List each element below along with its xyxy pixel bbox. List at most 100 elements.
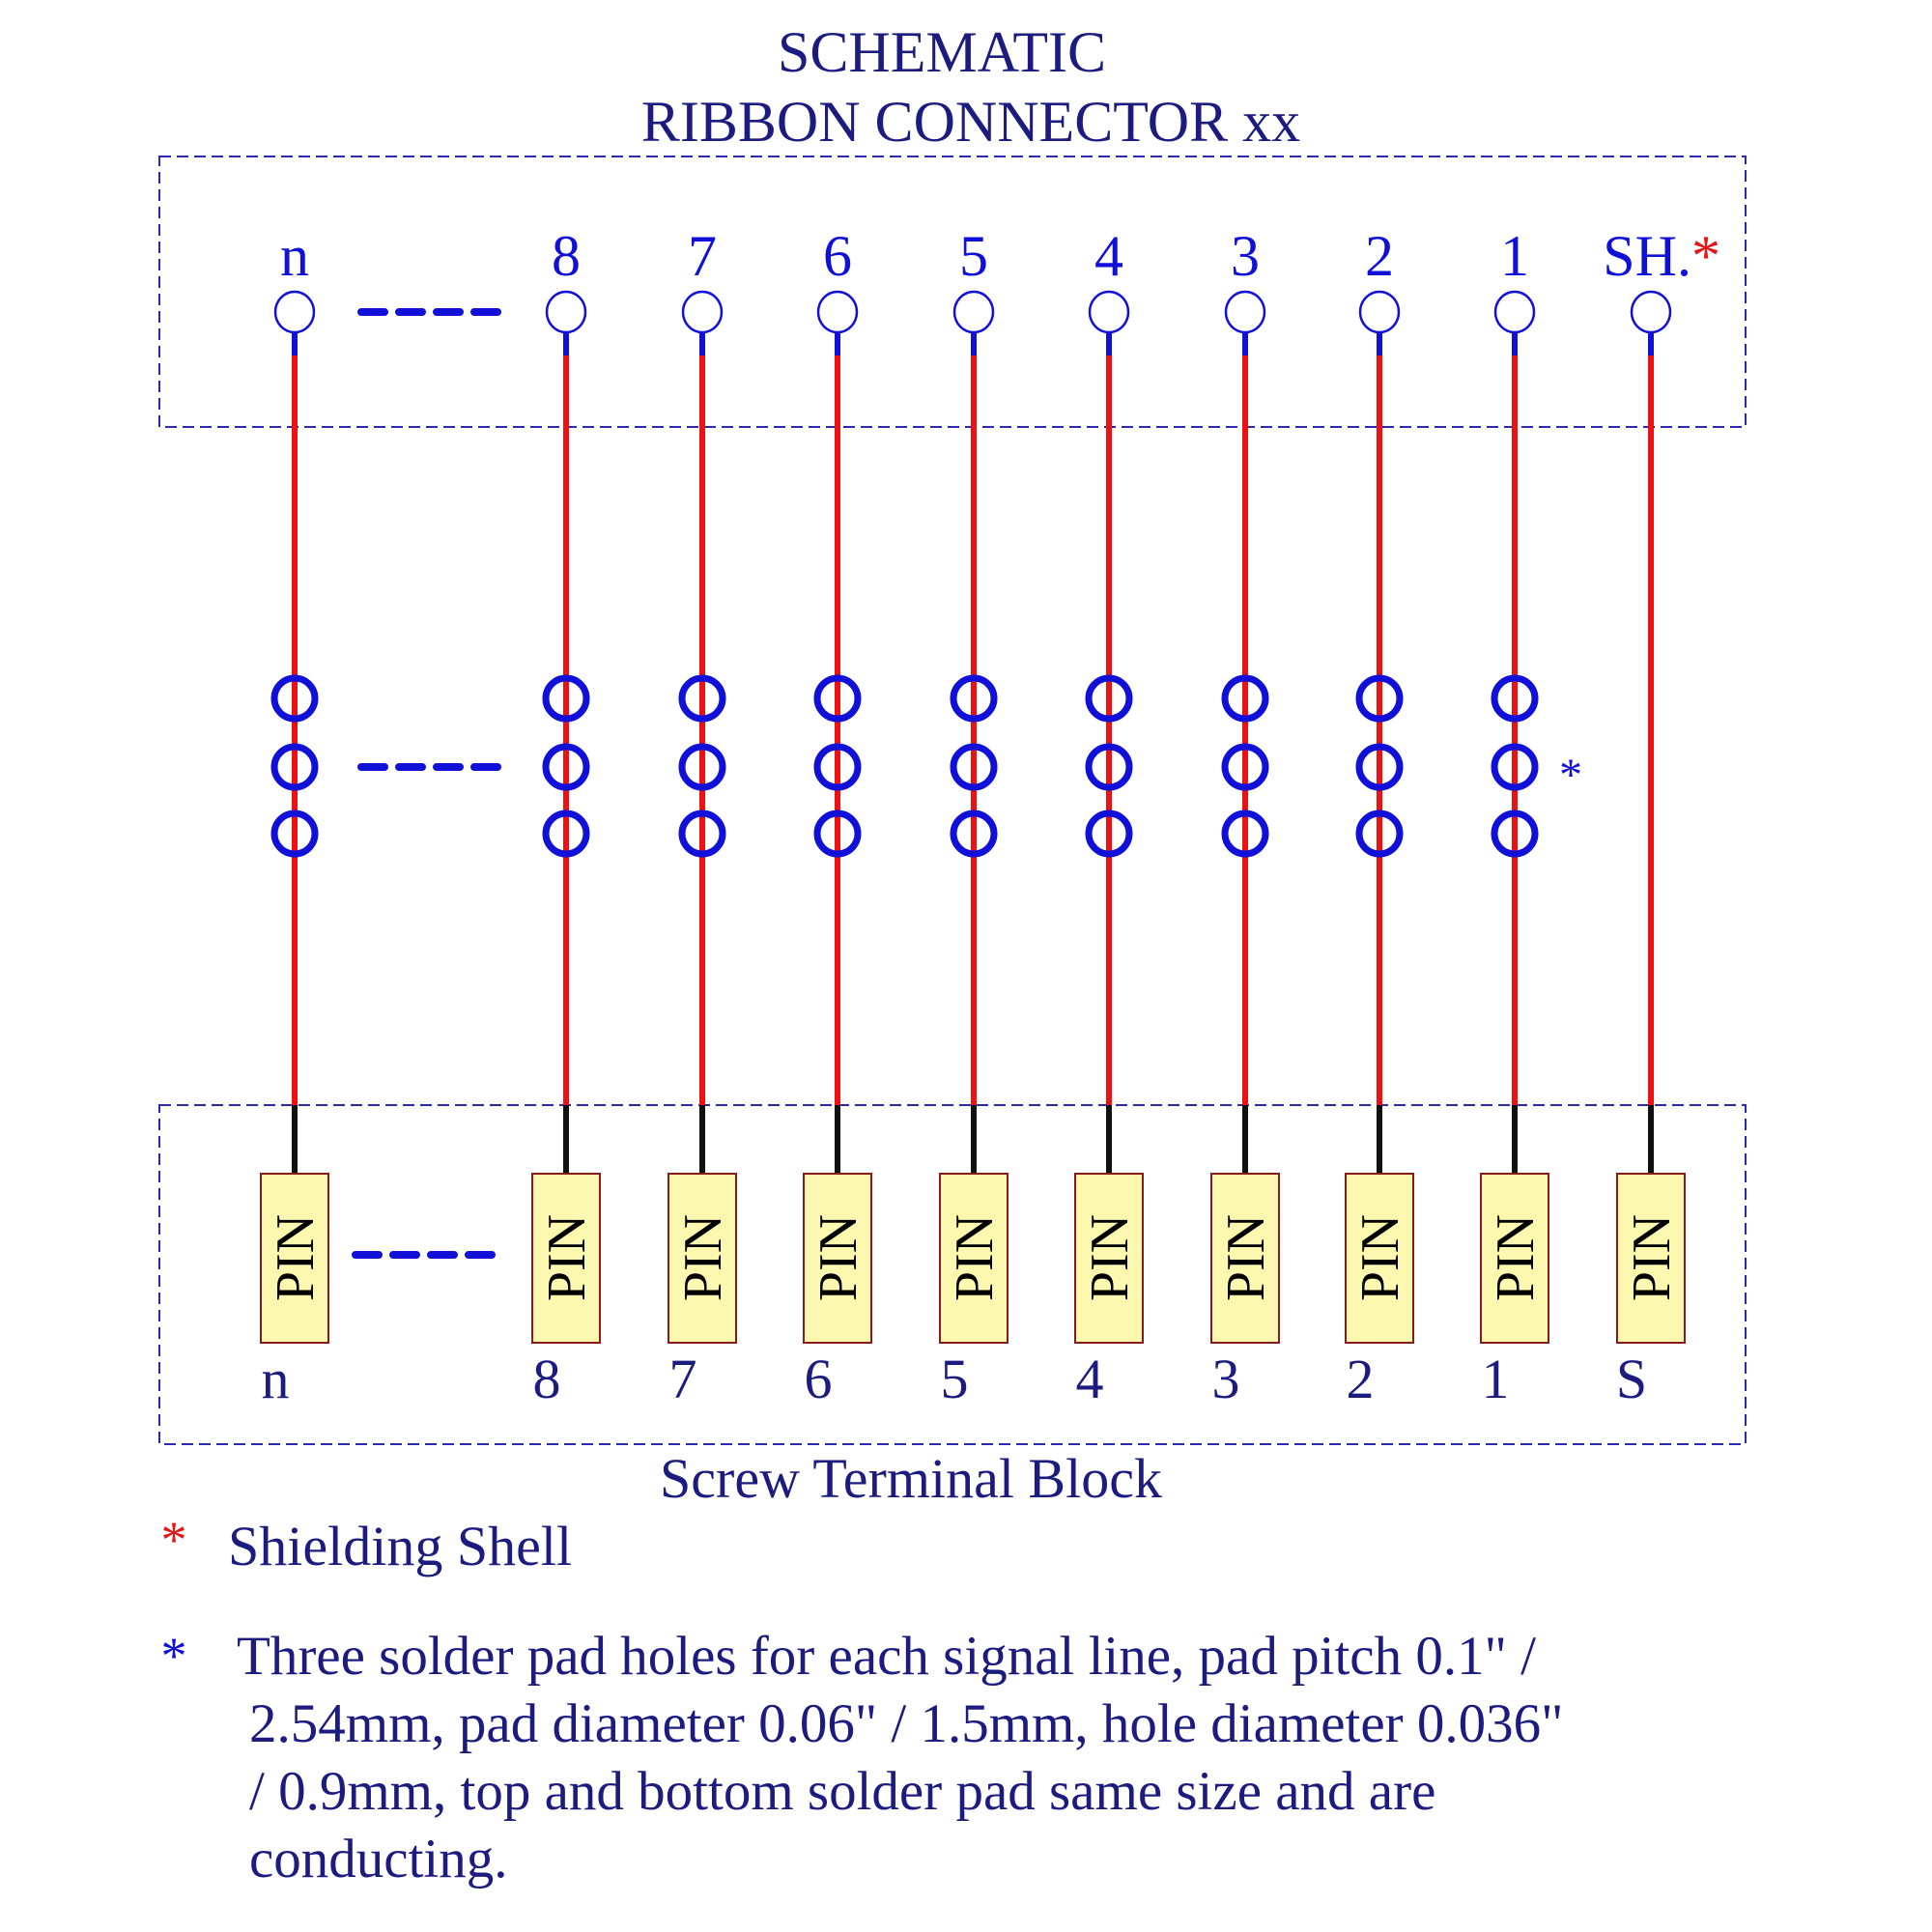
solder-pad-icon xyxy=(1355,810,1404,858)
pad-note-mark: * xyxy=(1559,750,1582,801)
solder-pad-icon xyxy=(542,743,590,791)
signal-column: 8 PIN 8 xyxy=(531,224,601,1410)
terminal-number-label: n xyxy=(262,1348,290,1410)
solder-pad-icon xyxy=(1221,674,1269,723)
terminal-pin-label: PIN xyxy=(1486,1214,1546,1301)
shield-legend-text: Shielding Shell xyxy=(228,1515,572,1577)
signal-column: 3 PIN 3 xyxy=(1210,224,1280,1410)
solder-pad-icon xyxy=(1085,810,1133,858)
connector-pin-label: 1 xyxy=(1500,224,1529,288)
solder-pad-icon xyxy=(542,674,590,723)
solder-pad-icon xyxy=(950,810,998,858)
connector-pin-circle xyxy=(1088,290,1130,334)
terminal-number-label: 4 xyxy=(1076,1348,1104,1410)
solder-pad-icon xyxy=(1355,743,1404,791)
terminal-pin-label: PIN xyxy=(266,1214,326,1301)
pads-legend-mark: * xyxy=(161,1627,187,1685)
solder-pad-icon xyxy=(1221,743,1269,791)
terminal-pin-label: PIN xyxy=(809,1214,868,1301)
signal-column: 5 PIN 5 xyxy=(939,224,1009,1410)
connector-pin-circle xyxy=(816,290,859,334)
terminal-pin-box xyxy=(668,1173,737,1344)
solder-pad-icon xyxy=(1085,743,1133,791)
signal-column: SH. * PIN S xyxy=(1603,224,1720,1410)
connector-pin-label: 4 xyxy=(1094,224,1123,288)
solder-pad-icon xyxy=(950,743,998,791)
terminal-pin-box xyxy=(939,1173,1009,1344)
terminal-number-label: 6 xyxy=(805,1348,833,1410)
terminal-pin-label: PIN xyxy=(1622,1214,1682,1301)
solder-pad-icon xyxy=(950,674,998,723)
terminal-pin-box xyxy=(1345,1173,1414,1344)
terminal-pin-box xyxy=(531,1173,601,1344)
terminal-pin-box xyxy=(803,1173,872,1344)
terminal-pin-box xyxy=(260,1173,329,1344)
solder-pad-icon xyxy=(813,743,862,791)
terminal-pin-label: PIN xyxy=(537,1214,597,1301)
connector-pin-label: 6 xyxy=(823,224,852,288)
terminal-pin-label: PIN xyxy=(1216,1214,1276,1301)
signal-column: 7 PIN 7 xyxy=(668,224,737,1410)
solder-pad-icon xyxy=(678,743,726,791)
terminal-number-label: 8 xyxy=(533,1348,561,1410)
connector-pin-circle xyxy=(1493,290,1536,334)
terminal-block-box xyxy=(158,1104,1747,1445)
connector-pin-label: 8 xyxy=(552,224,581,288)
terminal-pin-box xyxy=(1210,1173,1280,1344)
terminal-pin-label: PIN xyxy=(945,1214,1005,1301)
solder-pad-icon xyxy=(270,810,319,858)
signal-column: 4 PIN 4 xyxy=(1074,224,1144,1410)
terminal-number-label: 5 xyxy=(941,1348,969,1410)
terminal-pin-box xyxy=(1074,1173,1144,1344)
solder-pad-icon xyxy=(813,810,862,858)
pads-legend-line-3: / 0.9mm, top and bottom solder pad same … xyxy=(249,1761,1435,1822)
terminal-number-label: S xyxy=(1616,1348,1647,1410)
connector-pin-circle xyxy=(952,290,995,334)
connector-pin-circle xyxy=(273,290,316,334)
shield-legend-mark: * xyxy=(161,1511,187,1569)
solder-pad-icon xyxy=(1221,810,1269,858)
connector-pin-label: n xyxy=(280,224,309,288)
connector-pin-label: 2 xyxy=(1365,224,1394,288)
pads-legend-line-1: Three solder pad holes for each signal l… xyxy=(237,1626,1536,1687)
connector-pin-circle xyxy=(1630,290,1672,334)
connector-pin-circle xyxy=(1224,290,1266,334)
connector-pin-label: 3 xyxy=(1231,224,1260,288)
shield-mark: * xyxy=(1691,224,1720,288)
connector-pin-circle xyxy=(545,290,587,334)
solder-pad-icon xyxy=(1491,810,1539,858)
terminal-number-label: 2 xyxy=(1347,1348,1375,1410)
pads-legend-line-2: 2.54mm, pad diameter 0.06" / 1.5mm, hole… xyxy=(249,1693,1563,1754)
solder-pad-icon xyxy=(1491,674,1539,723)
solder-pad-icon xyxy=(678,810,726,858)
connector-pin-label: 7 xyxy=(688,224,717,288)
solder-pad-icon xyxy=(678,674,726,723)
solder-pad-icon xyxy=(270,674,319,723)
connector-pin-label: SH. xyxy=(1603,224,1691,288)
solder-pad-icon xyxy=(813,674,862,723)
terminal-block-label: Screw Terminal Block xyxy=(660,1447,1162,1510)
terminal-pin-label: PIN xyxy=(1080,1214,1140,1301)
signal-column: 2 PIN 2 xyxy=(1345,224,1414,1410)
title-line-2: RIBBON CONNECTOR xx xyxy=(641,90,1300,154)
ribbon-connector-box xyxy=(158,156,1747,428)
signal-column: 6 PIN 6 xyxy=(803,224,872,1410)
signal-column: n PIN n xyxy=(260,224,329,1410)
connector-pin-circle xyxy=(681,290,724,334)
terminal-number-label: 1 xyxy=(1482,1348,1510,1410)
solder-pad-icon xyxy=(1491,743,1539,791)
terminal-pin-label: PIN xyxy=(1350,1214,1410,1301)
connector-pin-label: 5 xyxy=(959,224,988,288)
solder-pad-icon xyxy=(1085,674,1133,723)
pads-legend-line-4: conducting. xyxy=(249,1829,508,1889)
connector-pin-circle xyxy=(1358,290,1401,334)
solder-pad-icon xyxy=(542,810,590,858)
terminal-number-label: 3 xyxy=(1212,1348,1240,1410)
terminal-pin-box xyxy=(1616,1173,1686,1344)
signal-column: 1 PIN 1 xyxy=(1480,224,1549,1410)
solder-pad-icon xyxy=(270,743,319,791)
solder-pad-icon xyxy=(1355,674,1404,723)
terminal-pin-box xyxy=(1480,1173,1549,1344)
